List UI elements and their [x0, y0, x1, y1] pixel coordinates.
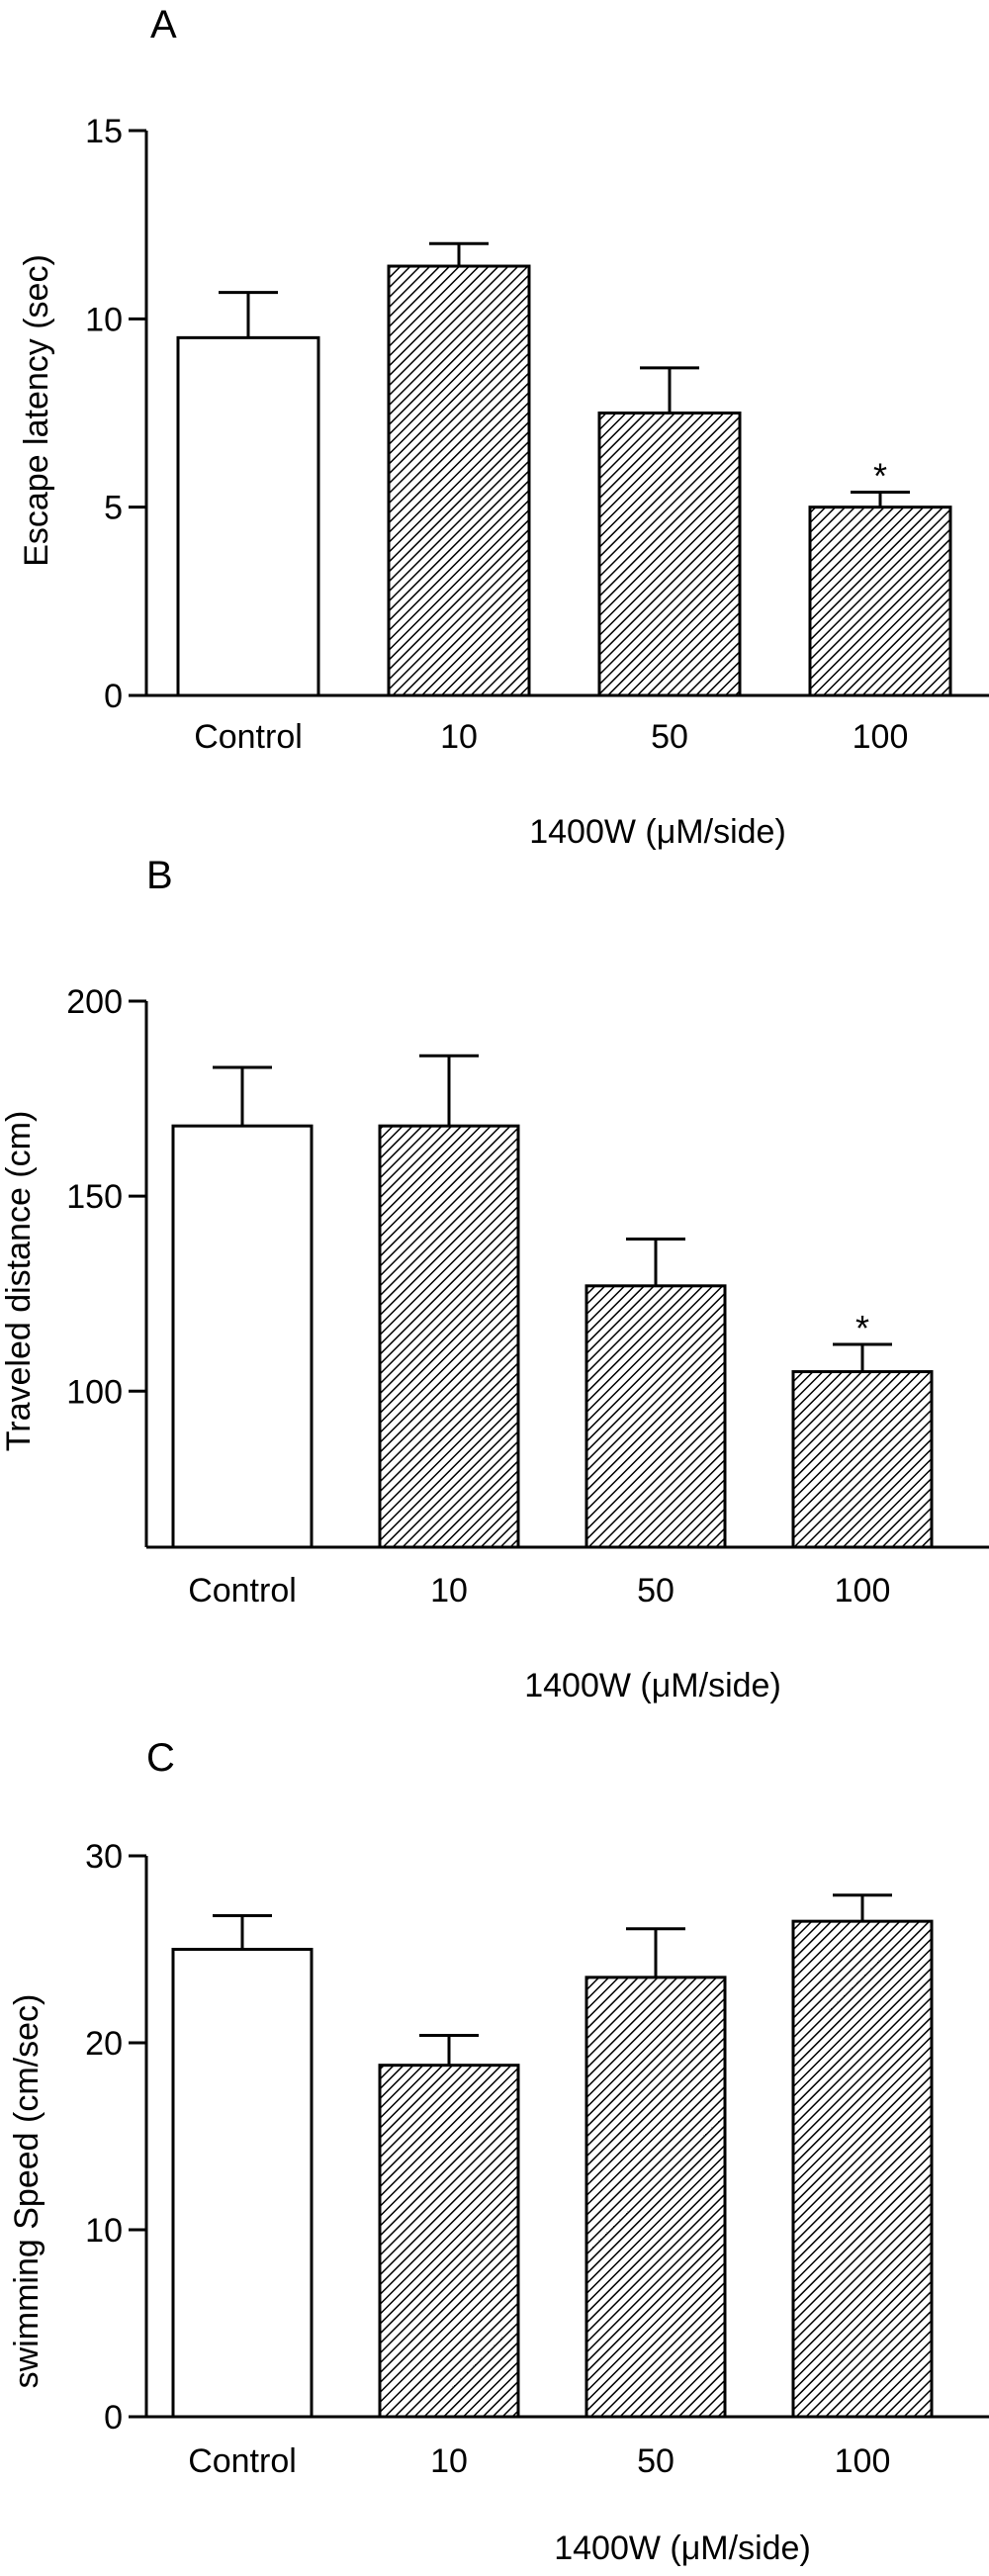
bar: [584, 1284, 727, 1549]
y-tick-label: 200: [66, 983, 123, 1021]
x-axis-label: 1400W (μM/side): [524, 1667, 781, 1704]
x-axis-label: 1400W (μM/side): [529, 813, 786, 851]
x-tick-label: 50: [651, 718, 688, 756]
x-tick-label: 50: [637, 1572, 674, 1610]
y-tick-label: 30: [85, 1838, 123, 1876]
y-tick-label: 10: [85, 301, 123, 338]
panel-label: C: [146, 1736, 175, 1780]
panel-c: C swimming Speed (cm/sec) 1400W (μM/side…: [8, 1736, 989, 2567]
x-tick-label: 100: [835, 2442, 891, 2480]
bar: [597, 412, 742, 697]
x-tick-label: Control: [194, 718, 303, 756]
x-tick-label: 10: [430, 2442, 468, 2480]
x-tick-label: 50: [637, 2442, 674, 2480]
bar: [387, 264, 531, 697]
x-axis-label: 1400W (μM/side): [554, 2530, 811, 2567]
panel-b: B Traveled distance (cm) 1400W (μM/side)…: [0, 854, 989, 1704]
bar: [584, 1976, 727, 2419]
y-axis-label: Traveled distance (cm): [0, 1111, 38, 1452]
x-tick-label: 10: [430, 1572, 468, 1610]
significance-marker: *: [855, 1308, 869, 1348]
bar: [171, 1948, 314, 2419]
plot-area: 100 150 200 Control 10 50 100 *: [66, 983, 989, 1610]
y-axis-label: swimming Speed (cm/sec): [8, 1994, 45, 2389]
y-axis-label: Escape latency (sec): [18, 254, 55, 567]
y-tick-label: 20: [85, 2025, 123, 2063]
x-tick-label: 10: [440, 718, 478, 756]
panel-label: B: [146, 854, 173, 897]
bar: [378, 2064, 520, 2419]
x-tick-label: 100: [853, 718, 909, 756]
y-tick-label: 15: [85, 113, 123, 150]
bar: [791, 1370, 934, 1549]
y-tick-label: 0: [104, 2399, 123, 2437]
y-tick-label: 100: [66, 1373, 123, 1411]
bar: [808, 506, 952, 697]
y-tick-label: 5: [104, 490, 123, 527]
y-tick-label: 150: [66, 1178, 123, 1216]
x-tick-label: 100: [835, 1572, 891, 1610]
bar: [171, 1124, 314, 1549]
bar: [378, 1124, 520, 1549]
y-tick-label: 0: [104, 678, 123, 715]
plot-area: 0 10 20 30 Control 10 50 100: [85, 1838, 989, 2480]
significance-marker: *: [873, 455, 887, 496]
x-tick-label: Control: [188, 2442, 297, 2480]
bar: [791, 1919, 934, 2419]
y-tick-label: 10: [85, 2212, 123, 2250]
plot-area: 0 5 10 15 Control 10 50 100 *: [85, 113, 989, 756]
x-tick-label: Control: [188, 1572, 297, 1610]
bar: [176, 335, 320, 697]
panel-a: A Escape latency (sec) 1400W (μM/side) 0…: [18, 3, 989, 851]
panel-label: A: [150, 3, 177, 46]
